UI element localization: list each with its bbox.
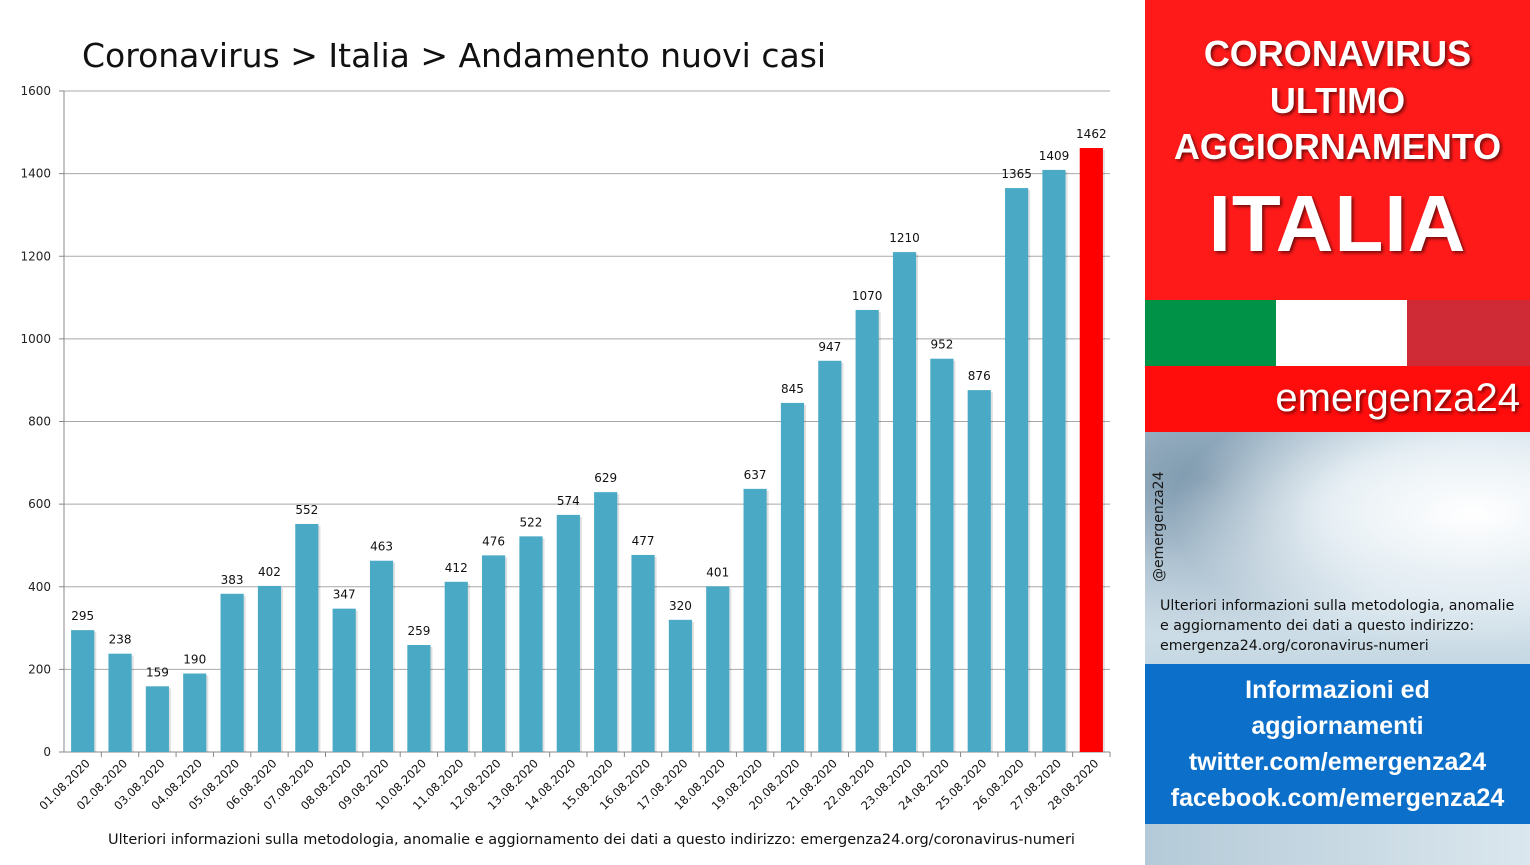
y-tick-label: 1200 xyxy=(20,249,51,263)
bar xyxy=(556,514,580,752)
flag-stripe-green xyxy=(1145,300,1276,366)
data-label: 295 xyxy=(71,609,94,623)
social-line-2: aggiornamenti xyxy=(1251,712,1424,740)
banner-country: ITALIA xyxy=(1208,179,1467,268)
data-label: 383 xyxy=(221,573,244,587)
chart-area: Coronavirus > Italia > Andamento nuovi c… xyxy=(20,36,1111,848)
bar xyxy=(108,653,132,752)
y-tick-label: 600 xyxy=(28,497,51,511)
bar xyxy=(407,645,431,752)
bar xyxy=(332,608,356,752)
update-banner: CORONAVIRUS ULTIMO AGGIORNAMENTO ITALIA xyxy=(1145,0,1530,300)
bar xyxy=(1042,169,1066,753)
data-label: 574 xyxy=(557,494,580,508)
data-label: 1409 xyxy=(1039,149,1070,163)
bar xyxy=(1005,188,1029,753)
bar xyxy=(780,402,805,752)
bar xyxy=(519,536,543,752)
brand-bar: emergenza24 xyxy=(1145,366,1530,432)
bar xyxy=(631,554,655,752)
y-tick-label: 1000 xyxy=(20,332,51,346)
y-tick-label: 400 xyxy=(28,580,51,594)
flag-stripe-white xyxy=(1276,300,1407,366)
data-label: 552 xyxy=(295,503,318,517)
bottom-strip xyxy=(1145,824,1530,865)
bar xyxy=(145,686,169,752)
data-label: 522 xyxy=(520,515,543,529)
data-label: 259 xyxy=(407,624,430,638)
y-tick-label: 200 xyxy=(28,662,51,676)
banner-line-coronavirus: CORONAVIRUS xyxy=(1203,33,1472,74)
data-label: 190 xyxy=(183,653,206,667)
social-links-box: Informazioni ed aggiornamenti twitter.co… xyxy=(1145,664,1530,824)
data-label: 463 xyxy=(370,540,393,554)
bar xyxy=(220,593,244,752)
data-label: 629 xyxy=(594,471,617,485)
data-label: 320 xyxy=(669,599,692,613)
bar xyxy=(967,390,991,752)
y-tick-label: 0 xyxy=(43,745,51,759)
bar xyxy=(892,252,917,752)
bar-chart: 0200400600800100012001400160029501.08.20… xyxy=(20,84,1111,813)
data-label: 1462 xyxy=(1076,127,1107,141)
bar xyxy=(594,492,618,752)
banner-line-ultimo: ULTIMO xyxy=(1269,80,1406,121)
background-photo: @emergenza24 Ulteriori informazioni sull… xyxy=(1145,432,1530,664)
chart-title: Coronavirus > Italia > Andamento nuovi c… xyxy=(82,36,827,75)
data-label: 347 xyxy=(333,588,356,602)
italian-flag xyxy=(1145,300,1530,366)
data-label: 947 xyxy=(818,340,841,354)
bar xyxy=(482,555,506,752)
bar xyxy=(1079,148,1103,753)
bar xyxy=(818,360,842,752)
bar xyxy=(930,358,954,752)
data-label: 159 xyxy=(146,665,169,679)
data-label: 412 xyxy=(445,561,468,575)
chart-footnote: Ulteriori informazioni sulla metodologia… xyxy=(108,832,1075,848)
sidebar: CORONAVIRUS ULTIMO AGGIORNAMENTO ITALIA … xyxy=(1145,0,1530,865)
bar xyxy=(743,488,767,752)
bar xyxy=(444,581,468,752)
brand-name: emergenza24 xyxy=(1275,376,1520,420)
bar xyxy=(257,585,282,752)
data-label: 238 xyxy=(109,633,132,647)
banner-line-aggiornamento: AGGIORNAMENTO xyxy=(1173,126,1502,167)
data-label: 1070 xyxy=(852,289,883,303)
bar xyxy=(855,309,879,752)
data-label: 845 xyxy=(781,382,804,396)
bar xyxy=(183,673,207,752)
data-label: 876 xyxy=(968,369,991,383)
flag-stripe-red xyxy=(1407,300,1530,366)
bar xyxy=(369,560,394,752)
data-label: 1365 xyxy=(1001,167,1032,181)
data-label: 476 xyxy=(482,534,505,548)
twitter-link[interactable]: twitter.com/emergenza24 xyxy=(1188,748,1487,776)
data-label: 1210 xyxy=(889,231,920,245)
y-tick-label: 800 xyxy=(28,415,51,429)
bar xyxy=(706,586,730,752)
data-label: 952 xyxy=(930,338,953,352)
social-line-1: Informazioni ed xyxy=(1245,676,1430,704)
data-label: 477 xyxy=(632,534,655,548)
info-text: Ulteriori informazioni sulla metodologia… xyxy=(1160,598,1515,654)
data-label: 637 xyxy=(744,468,767,482)
facebook-link[interactable]: facebook.com/emergenza24 xyxy=(1170,784,1505,812)
data-label: 402 xyxy=(258,565,281,579)
data-label: 401 xyxy=(706,565,729,579)
y-tick-label: 1600 xyxy=(20,84,51,98)
bar xyxy=(668,619,692,752)
bar xyxy=(71,630,95,752)
y-tick-label: 1400 xyxy=(20,167,51,181)
social-handle: @emergenza24 xyxy=(1151,471,1167,583)
bar xyxy=(295,523,319,752)
